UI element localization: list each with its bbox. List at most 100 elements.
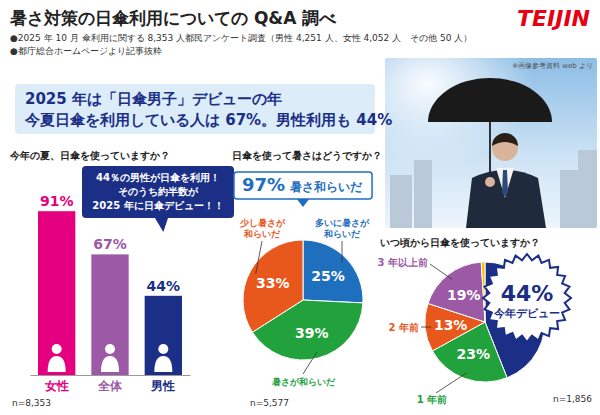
callout-box — [82, 166, 234, 218]
photo-building — [578, 150, 597, 228]
category-label: 少し暑さが和らいだ — [239, 218, 286, 239]
label-line: 和らいだ — [243, 229, 281, 239]
headline: 2025 年は「日傘男子」デビューの年今夏日傘を利用している人は 67%。男性利… — [15, 84, 392, 134]
photo-body — [466, 170, 546, 228]
data-label: 23% — [457, 346, 491, 362]
x-tick-label: 全体 — [97, 379, 123, 393]
callout-text: そのうち約半数が — [118, 186, 199, 198]
headline-text: 今夏日傘を利用している人は 67%。男性利用も 44% — [24, 111, 392, 129]
headline-text: 2025 年は「日傘男子」デビューの年 — [25, 90, 282, 108]
page: 暑さ対策の日傘利用についての Q&A 調べ TEIJIN ●2025 年 10 月 … — [0, 0, 600, 415]
leader-line — [303, 352, 317, 374]
label-line: 2 年前 — [389, 322, 419, 333]
photo-tie — [502, 170, 508, 197]
label-line: 暑さが和らいだ — [271, 377, 336, 387]
note: ●都庁総合ホームページより記事抜粋 — [10, 46, 162, 56]
data-label: 91% — [40, 193, 74, 209]
header: 暑さ対策の日傘利用についての Q&A 調べ TEIJIN ●2025 年 10 月 … — [9, 6, 590, 56]
category-label: 1 年前 — [417, 394, 447, 405]
person-icon-head — [105, 344, 115, 354]
logo: TEIJIN — [517, 6, 590, 31]
photo-umbrella — [428, 78, 552, 122]
label-patch — [387, 321, 421, 334]
chart-title: 今年の夏、日傘を使っていますか？ — [9, 150, 170, 162]
pie-slice — [481, 262, 485, 322]
pie-slice — [428, 262, 485, 322]
leader-line — [436, 373, 467, 393]
x-axis-line — [31, 375, 191, 376]
bar — [38, 211, 75, 375]
photo-shirt — [496, 168, 514, 198]
photo-building — [414, 160, 432, 228]
bar-chart: 今年の夏、日傘を使っていますか？ 女性 全体 男性 91% 67% 44% n=8,353 44… — [9, 150, 234, 408]
leader-line — [430, 264, 452, 279]
sample-size: n=1,856 — [553, 394, 592, 404]
x-tick: 男性 — [150, 375, 175, 393]
label-patch — [415, 393, 449, 406]
summary-box — [234, 172, 372, 199]
data-label: 33% — [256, 275, 290, 291]
pie-marks — [243, 240, 363, 360]
leader-line — [256, 241, 262, 274]
label-line: 少し暑さが — [239, 218, 286, 228]
person-icon-head — [52, 344, 62, 354]
note: ●2025 年 10 月 傘利用に関する 8,353 人都民アンケート調査（男性… — [10, 33, 472, 43]
callout: 44％の男性が日傘を利用！ そのうち約半数が 2025 年に日傘デビュー！！ — [82, 166, 234, 232]
title: 暑さ対策の日傘利用についての Q&A 調べ — [9, 8, 337, 28]
category-label: 2 年前 — [389, 322, 419, 333]
person-icon-body — [48, 356, 66, 372]
summary: 97% 暑さ和らいだ — [234, 172, 372, 207]
photo-hand — [485, 177, 495, 187]
x-tick-label: 女性 — [44, 379, 69, 393]
label-line: 1 年前 — [417, 394, 447, 405]
pie-chart: 日傘を使って暑さはどうですか？多いに暑さが和らいだ暑さが和らいだ少し暑さが和らい… — [232, 150, 382, 408]
data-label: 44% — [147, 278, 181, 294]
chart-title: 日傘を使って暑さはどうですか？ — [232, 150, 382, 162]
chart-title: いつ頃から日傘を使っていますか？ — [380, 237, 540, 249]
highlight-badge: 44%今年デビュー — [483, 254, 571, 342]
summary-text: 暑さ和らいだ — [289, 180, 363, 194]
photo — [385, 58, 597, 228]
photo-credit: ※画像参考資料 web より — [512, 62, 593, 70]
pie-slice — [303, 240, 363, 303]
category-label: 今年デビュー — [493, 307, 560, 319]
person-icon-body — [101, 356, 119, 372]
data-label: 44% — [501, 281, 554, 306]
pie-slice — [243, 240, 303, 332]
data-label: 13% — [434, 317, 468, 333]
x-axis: 女性 全体 男性 — [31, 375, 191, 393]
summary-value: 97% — [242, 174, 285, 195]
label-patch — [313, 217, 372, 240]
label-patch — [237, 217, 288, 240]
label-patch — [376, 256, 430, 269]
label-line: 多いに暑さが — [315, 218, 370, 228]
bar-marks — [38, 211, 182, 375]
x-tick: 女性 — [44, 375, 69, 393]
person-icon-head — [158, 344, 168, 354]
sample-size: n=5,577 — [250, 398, 289, 408]
callout-text: 44％の男性が日傘を利用！ — [96, 172, 220, 183]
data-label: 25% — [311, 268, 345, 284]
label-line: 和らいだ — [323, 229, 361, 239]
leader-line — [342, 241, 343, 263]
photo-building — [390, 175, 412, 228]
photo-building — [560, 170, 580, 228]
bar — [91, 254, 128, 375]
starburst — [483, 254, 571, 342]
data-label: 19% — [447, 287, 481, 303]
category-label: 3 年以上前 — [378, 257, 428, 268]
callout-pointer — [154, 217, 168, 232]
photo-hair — [492, 133, 518, 146]
label-line: 3 年以上前 — [378, 257, 428, 268]
category-label: 暑さが和らいだ — [271, 377, 336, 387]
x-tick-label: 男性 — [150, 379, 175, 393]
person-icon-body — [154, 356, 172, 372]
callout-text: 2025 年に日傘デビュー！！ — [92, 200, 223, 211]
pie-chart: いつ頃から日傘を使っていますか？ 1 年前 2 年前 3 年以上前 23% 13% 19% n… — [376, 237, 593, 406]
leader-line — [421, 327, 431, 328]
sample-size: n=8,353 — [12, 398, 51, 408]
data-label: 39% — [295, 325, 329, 341]
infographic: 暑さ対策の日傘利用についての Q&A 調べ TEIJIN ●2025 年 10 月 … — [0, 0, 600, 415]
label-patch — [269, 376, 338, 388]
data-label: 67% — [93, 236, 127, 252]
